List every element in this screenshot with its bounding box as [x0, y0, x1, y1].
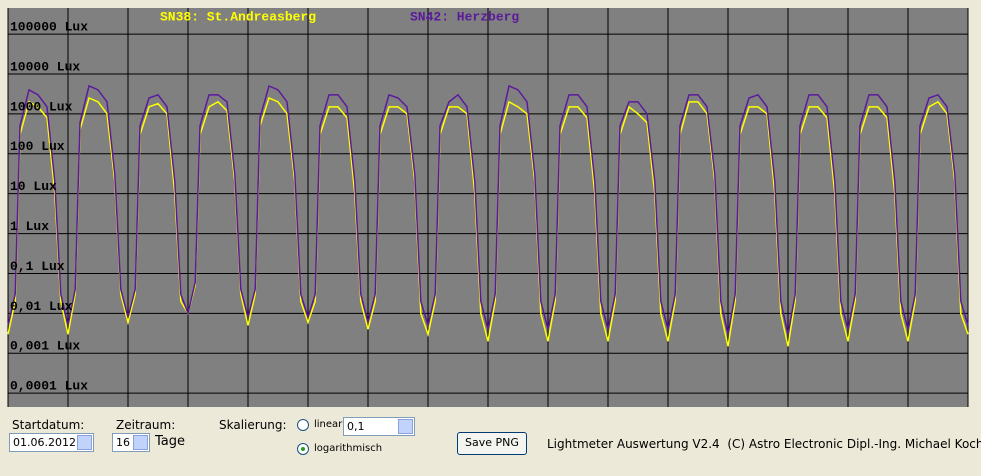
y-tick-label: 10 Lux: [10, 179, 57, 194]
y-tick-label: 10000 Lux: [10, 59, 80, 74]
label: Startdatum:: [12, 418, 85, 432]
radio-log[interactable]: [297, 443, 309, 455]
value: 16: [116, 436, 130, 449]
y-tick-label: 0,001 Lux: [10, 339, 80, 354]
label: logarithmisch: [314, 443, 383, 454]
y-tick-label: 100 Lux: [10, 139, 65, 154]
y-tick-label: 1 Lux: [10, 219, 49, 234]
series-line: [7, 96, 969, 347]
label: linear: [314, 419, 343, 430]
legend-entry: SN42: Herzberg: [410, 9, 519, 24]
dropdown-button[interactable]: [398, 419, 413, 434]
radio-dot: [301, 447, 305, 451]
spin-button[interactable]: [133, 435, 148, 450]
y-tick-label: 0,1 Lux: [10, 259, 65, 274]
value: 0,1: [347, 420, 365, 433]
save-button[interactable]: Save PNG: [457, 432, 527, 455]
chart: 100000 Lux 10000 Lux 1000 Lux 100 Lux 10 Lux…: [7, 8, 969, 407]
label: Skalierung:: [219, 418, 287, 432]
radio-linear[interactable]: [297, 419, 309, 431]
linear-select[interactable]: 0,1: [343, 417, 415, 436]
value: 01.06.2012: [13, 436, 76, 449]
dropdown-button[interactable]: [77, 435, 92, 450]
label: Zeitraum:: [116, 418, 176, 432]
y-tick-label: 1000 Lux: [10, 99, 73, 114]
series-line: [7, 84, 969, 335]
tick-labels: 100000 Lux 10000 Lux 1000 Lux 100 Lux 10 Lux…: [10, 20, 88, 394]
y-tick-label: 0,01 Lux: [10, 299, 73, 314]
credit: Lightmeter Auswertung V2.4 (C) Astro Ele…: [547, 437, 981, 451]
date-select[interactable]: 01.06.2012: [9, 433, 94, 452]
lines: [7, 84, 969, 347]
spinbox[interactable]: 16: [112, 433, 150, 452]
legend-entry: SN38: St.Andreasberg: [160, 9, 316, 24]
y-tick-label: 0,0001 Lux: [10, 379, 88, 394]
label: Tage: [155, 434, 186, 449]
y-tick-label: 100000 Lux: [10, 20, 88, 35]
